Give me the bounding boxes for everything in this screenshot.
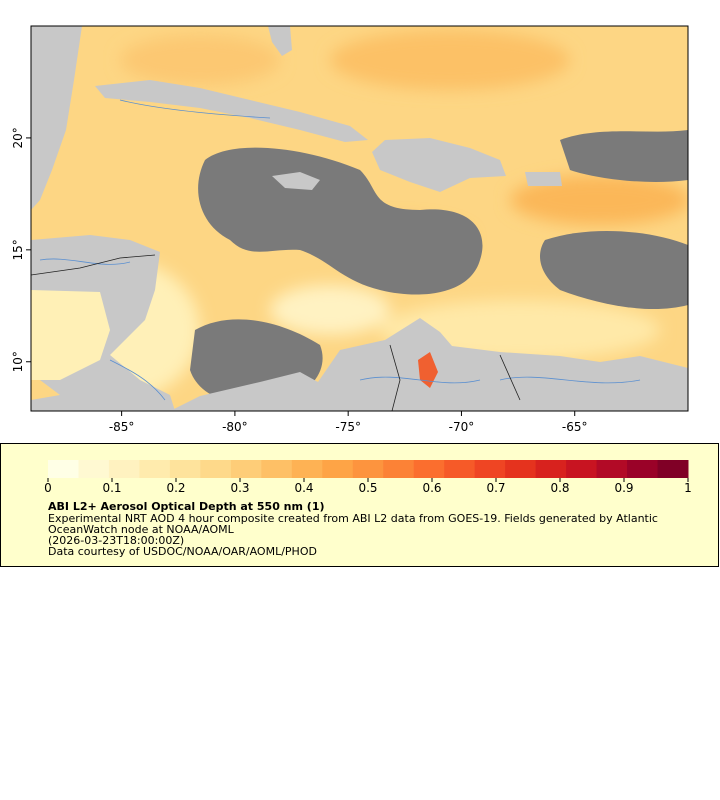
colorbar-swatch	[535, 460, 567, 478]
colorbar-swatch	[596, 460, 628, 478]
land	[268, 26, 292, 56]
y-tick-label: 15°	[11, 239, 25, 260]
colorbar-tick-label: 0.9	[614, 481, 633, 495]
river	[39, 99, 641, 401]
colorbar-swatch	[322, 460, 354, 478]
colorbar-swatch	[413, 460, 445, 478]
lake-aod	[418, 352, 438, 388]
colorbar-swatch	[383, 460, 415, 478]
land	[95, 80, 368, 142]
land	[372, 138, 506, 192]
cloud	[198, 147, 483, 295]
colorbar-swatch	[78, 460, 110, 478]
land	[272, 172, 320, 190]
colorbar-swatch	[108, 460, 140, 478]
colorbar-swatch	[352, 460, 384, 478]
cloud	[560, 130, 688, 182]
colorbar-swatch	[139, 460, 171, 478]
colorbar-swatch	[48, 460, 79, 478]
colorbar-tick-label: 0.8	[550, 481, 569, 495]
colorbar-swatch	[505, 460, 537, 478]
x-tick-label: -80°	[222, 420, 248, 434]
legend-line: Data courtesy of USDOC/NOAA/OAR/AOML/PHO…	[48, 545, 317, 558]
aod-texture	[40, 30, 688, 400]
y-tick-label: 10°	[11, 351, 25, 372]
colorbar-swatch	[200, 460, 232, 478]
colorbar-tick-label: 0.2	[166, 481, 185, 495]
colorbar-swatch	[657, 460, 689, 478]
cloud	[540, 230, 688, 310]
colorbar-tick-label: 0.3	[230, 481, 249, 495]
colorbar-tick-label: 0.4	[294, 481, 313, 495]
colorbar-swatch	[261, 460, 293, 478]
legend-title: ABI L2+ Aerosol Optical Depth at 550 nm …	[48, 500, 325, 513]
x-tick-label: -65°	[562, 420, 588, 434]
colorbar-tick-label: 0.7	[486, 481, 505, 495]
land	[525, 172, 562, 186]
colorbar-tick-label: 0.1	[102, 481, 121, 495]
colorbar-swatch	[474, 460, 506, 478]
x-tick-label: -75°	[335, 420, 361, 434]
colorbar-swatch	[169, 460, 201, 478]
x-tick-label: -70°	[449, 420, 475, 434]
colorbar-tick-label: 0	[44, 481, 52, 495]
border	[31, 254, 521, 411]
colorbar-tick-label: 0.5	[358, 481, 377, 495]
x-tick-label: -85°	[109, 420, 135, 434]
y-tick-label: 20°	[11, 127, 25, 148]
colorbar-swatch	[444, 460, 476, 478]
legend-line: Experimental NRT AOD 4 hour composite cr…	[48, 512, 658, 525]
ocean-aod	[31, 290, 110, 380]
colorbar-tick-label: 0.6	[422, 481, 441, 495]
legend-line: OceanWatch node at NOAA/AOML	[48, 523, 235, 536]
colorbar-swatch	[627, 460, 659, 478]
land	[31, 26, 82, 210]
colorbar-swatch	[230, 460, 262, 478]
colorbar-tick-label: 1	[684, 481, 692, 495]
colorbar-swatch	[566, 460, 598, 478]
map-raster	[31, 26, 688, 411]
map-frame	[30, 25, 689, 412]
legend-line: (2026-03-23T18:00:00Z)	[48, 534, 184, 547]
colorbar-swatch	[291, 460, 323, 478]
